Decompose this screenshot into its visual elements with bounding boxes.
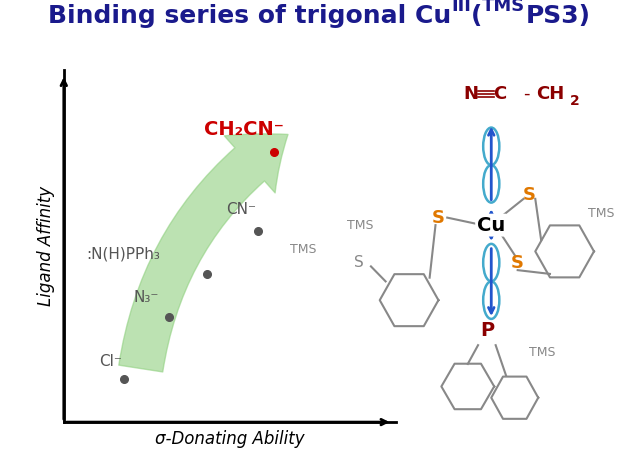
Text: III: III [451,0,471,15]
Text: S: S [511,254,524,272]
Text: TMS: TMS [348,219,374,232]
Y-axis label: Ligand Affinity: Ligand Affinity [38,186,56,306]
Text: 2: 2 [570,94,580,108]
Text: TMS: TMS [290,243,317,257]
Text: :N(H)PPh₃: :N(H)PPh₃ [86,247,160,262]
Text: S: S [354,255,364,270]
Text: TMS: TMS [482,0,525,15]
Text: TMS: TMS [530,346,556,359]
Text: -: - [523,85,530,103]
Text: C: C [493,85,507,103]
Text: (: ( [471,4,482,29]
Text: S: S [432,209,445,227]
Text: Binding series of trigonal Cu: Binding series of trigonal Cu [48,4,451,29]
Text: TMS: TMS [588,207,614,220]
Text: N: N [463,85,478,103]
Text: P: P [480,321,494,340]
Text: CN⁻: CN⁻ [226,202,256,217]
Text: Cu: Cu [477,216,505,234]
Text: CH: CH [536,85,564,103]
Text: PS3): PS3) [525,4,590,29]
X-axis label: σ-Donating Ability: σ-Donating Ability [155,431,304,448]
Text: Cl⁻: Cl⁻ [99,354,122,369]
FancyArrowPatch shape [119,134,288,372]
Text: S: S [523,186,536,204]
Text: CH₂CN⁻: CH₂CN⁻ [204,120,284,139]
Text: N₃⁻: N₃⁻ [134,290,160,305]
